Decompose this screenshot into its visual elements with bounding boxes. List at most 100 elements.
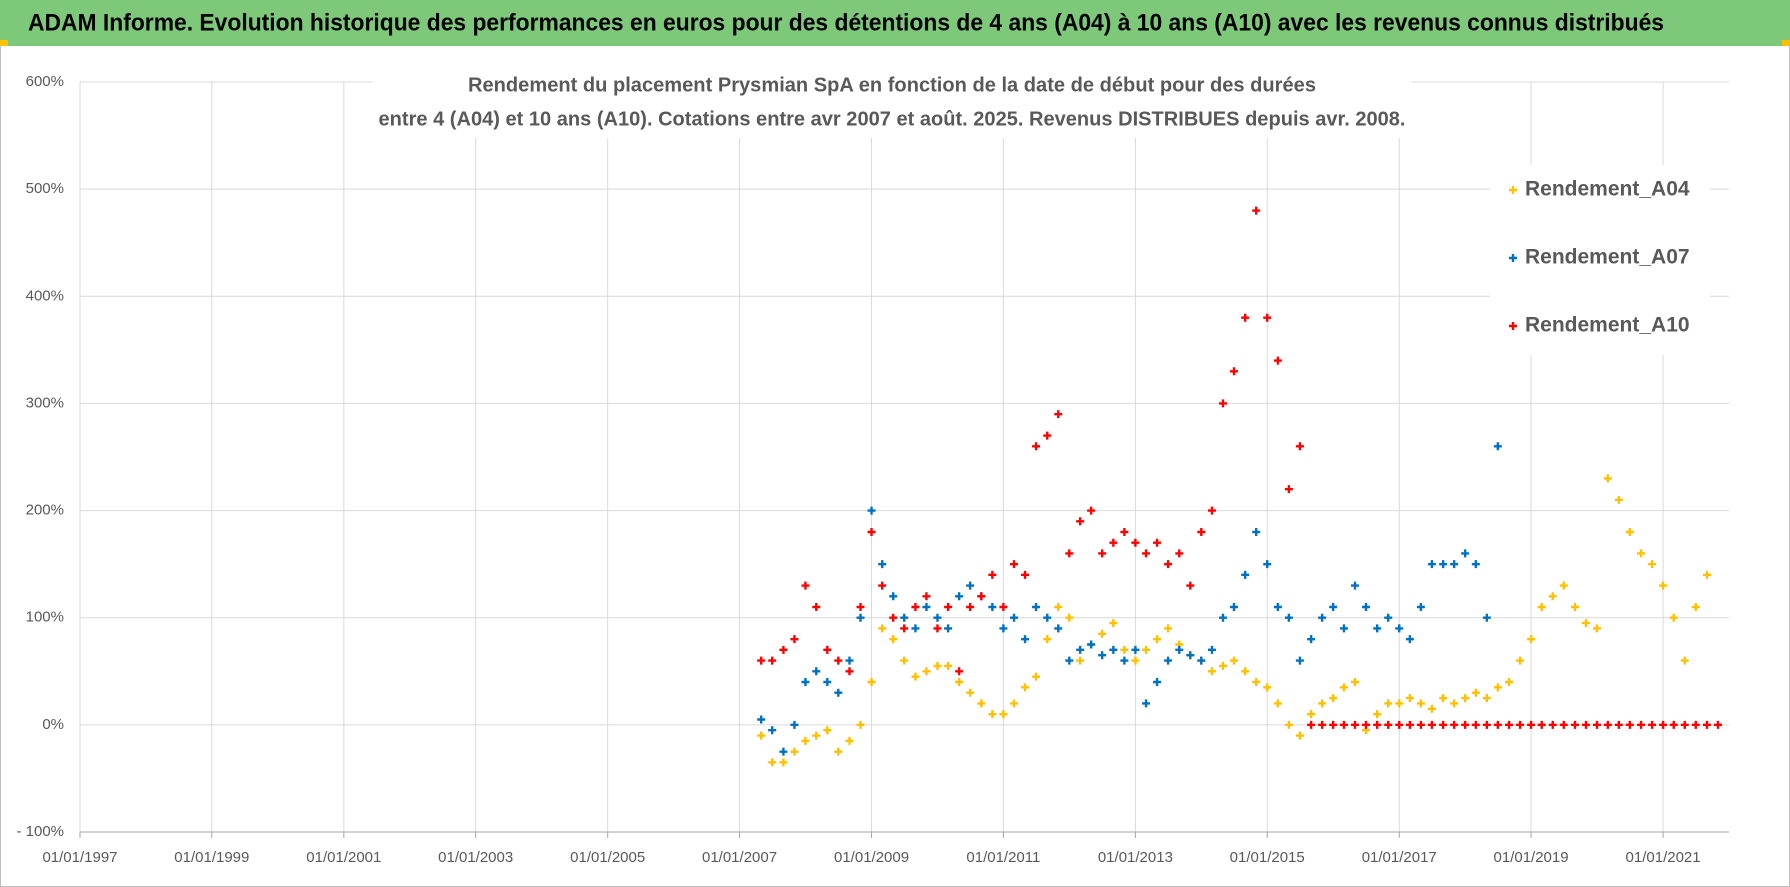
marker <box>911 624 920 633</box>
marker <box>955 667 964 676</box>
marker <box>834 688 843 697</box>
marker <box>1505 678 1514 686</box>
marker <box>900 613 909 622</box>
marker <box>856 720 865 729</box>
marker <box>999 603 1008 611</box>
marker <box>1109 619 1118 628</box>
marker <box>1559 581 1568 590</box>
y-tick-label: 200% <box>26 502 64 519</box>
y-tick-label: 500% <box>26 180 64 197</box>
corner <box>0 40 8 46</box>
marker <box>1109 538 1118 547</box>
marker <box>1021 635 1030 644</box>
marker <box>922 603 931 611</box>
marker <box>1131 656 1140 665</box>
marker <box>1120 645 1129 654</box>
legend-marker <box>1509 322 1517 330</box>
marker <box>768 758 777 767</box>
marker <box>1471 560 1480 569</box>
marker <box>1592 624 1601 633</box>
marker <box>1362 720 1371 729</box>
legend-marker <box>1509 186 1517 194</box>
marker <box>1284 613 1293 622</box>
marker <box>1373 720 1382 729</box>
marker <box>933 661 942 670</box>
marker <box>1669 613 1678 622</box>
marker <box>1197 656 1206 665</box>
legend-label: Rendement_A07 <box>1525 246 1690 269</box>
marker <box>944 603 953 611</box>
marker <box>1329 720 1338 729</box>
marker <box>966 688 975 697</box>
chart-subtitle: Rendement du placement Prysmian SpA en f… <box>468 74 1316 96</box>
marker <box>1142 699 1151 708</box>
marker <box>900 656 909 665</box>
y-tick-label: - 100% <box>16 823 64 840</box>
marker <box>1054 410 1063 419</box>
x-tick-label: 01/01/2003 <box>438 849 513 866</box>
marker <box>1153 635 1162 644</box>
marker <box>779 645 788 654</box>
marker <box>955 592 964 601</box>
marker <box>988 710 997 719</box>
marker <box>1295 731 1304 740</box>
marker <box>1120 528 1129 536</box>
marker <box>1252 528 1261 536</box>
marker <box>1362 603 1371 611</box>
marker <box>977 592 986 601</box>
marker <box>1516 720 1525 729</box>
marker <box>1284 720 1293 729</box>
marker <box>878 560 887 569</box>
corner <box>1782 40 1790 46</box>
marker <box>1427 720 1436 729</box>
marker <box>933 613 942 622</box>
marker <box>1614 720 1623 729</box>
marker <box>1175 645 1184 654</box>
header-bar <box>0 0 1790 46</box>
marker <box>1218 661 1227 670</box>
marker <box>1537 720 1546 729</box>
marker <box>1307 635 1316 644</box>
marker <box>1482 694 1491 703</box>
marker <box>1427 560 1436 569</box>
marker <box>1218 399 1227 408</box>
marker <box>1493 442 1502 451</box>
marker <box>1098 549 1107 558</box>
marker <box>878 624 887 633</box>
marker <box>856 603 865 611</box>
marker <box>933 624 942 633</box>
marker <box>1054 603 1063 611</box>
marker <box>1252 206 1261 215</box>
marker <box>1032 603 1041 611</box>
marker <box>911 672 920 681</box>
marker <box>1142 549 1151 558</box>
marker <box>1559 720 1568 729</box>
marker <box>1659 720 1668 729</box>
marker <box>1427 704 1436 713</box>
marker <box>1614 495 1623 504</box>
plot-area <box>79 81 1729 838</box>
legend-label: Rendement_A04 <box>1525 178 1690 201</box>
marker <box>1516 656 1525 665</box>
marker <box>1680 720 1689 729</box>
marker <box>823 645 832 654</box>
marker <box>1142 645 1151 654</box>
marker <box>1450 560 1459 569</box>
marker <box>812 667 821 676</box>
marker <box>1218 613 1227 622</box>
x-tick-label: 01/01/1997 <box>42 849 117 866</box>
marker <box>1207 506 1216 515</box>
marker <box>768 726 777 735</box>
marker <box>1395 699 1404 708</box>
marker <box>1373 624 1382 633</box>
marker <box>1537 603 1546 611</box>
marker <box>790 720 799 729</box>
marker <box>1229 367 1238 376</box>
marker <box>867 506 876 515</box>
marker <box>889 613 898 622</box>
marker <box>867 678 876 686</box>
marker <box>1713 720 1722 729</box>
marker <box>812 731 821 740</box>
marker <box>1461 694 1470 703</box>
